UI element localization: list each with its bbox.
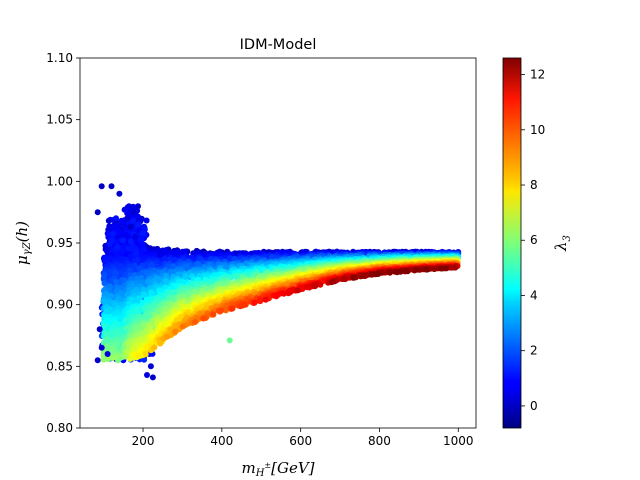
data-point <box>113 215 119 222</box>
data-point <box>125 207 132 213</box>
data-point <box>130 217 137 224</box>
data-point <box>135 203 141 210</box>
scatter-points <box>94 183 462 381</box>
data-point <box>139 241 146 248</box>
data-point <box>226 255 233 262</box>
data-point <box>135 221 142 228</box>
data-point <box>119 219 125 226</box>
data-point <box>101 273 108 280</box>
data-point <box>182 273 189 280</box>
data-point <box>113 354 120 361</box>
data-point <box>118 263 125 270</box>
data-point <box>134 257 141 263</box>
data-point <box>138 236 145 243</box>
data-point <box>129 296 136 303</box>
data-point <box>120 237 126 244</box>
data-point <box>101 280 108 287</box>
data-point <box>141 246 148 253</box>
data-point <box>172 256 178 263</box>
data-point <box>128 245 135 252</box>
data-point <box>122 317 129 324</box>
data-point <box>143 217 150 224</box>
data-point <box>123 227 129 234</box>
data-point <box>148 289 155 296</box>
data-point <box>114 244 121 251</box>
data-point <box>161 255 168 262</box>
data-point <box>142 305 149 312</box>
data-point <box>106 241 113 248</box>
data-point <box>108 247 115 254</box>
data-point <box>103 308 110 315</box>
data-point <box>122 271 129 278</box>
data-point <box>105 231 112 237</box>
data-point <box>233 273 239 280</box>
data-point <box>107 268 113 275</box>
data-point <box>139 230 146 237</box>
data-point <box>139 270 146 277</box>
chart-title: IDM-Model <box>240 37 317 53</box>
data-point <box>159 250 166 257</box>
data-point <box>136 295 143 302</box>
data-point <box>133 306 140 313</box>
data-point <box>113 279 120 285</box>
data-point <box>103 331 110 338</box>
data-point <box>127 238 134 245</box>
data-point <box>141 225 148 232</box>
data-point <box>103 257 110 264</box>
data-point <box>131 262 138 269</box>
data-point <box>153 276 160 283</box>
data-point <box>128 253 134 260</box>
data-point <box>101 322 108 329</box>
data-point <box>184 263 190 270</box>
data-point <box>112 269 119 276</box>
data-point <box>132 250 139 257</box>
data-point <box>126 267 133 274</box>
data-point <box>109 231 116 237</box>
data-point <box>117 330 124 337</box>
data-point <box>118 314 125 321</box>
data-point <box>141 356 148 363</box>
